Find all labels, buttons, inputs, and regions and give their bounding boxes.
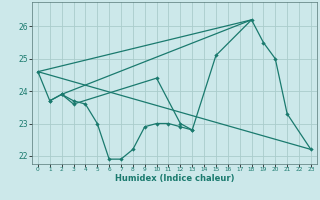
- X-axis label: Humidex (Indice chaleur): Humidex (Indice chaleur): [115, 174, 234, 183]
